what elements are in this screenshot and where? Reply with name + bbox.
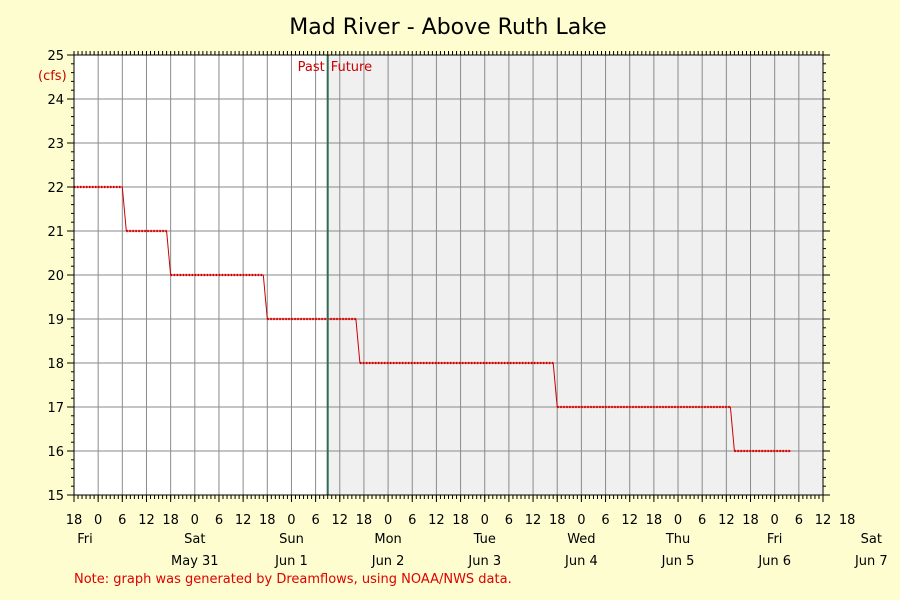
x-hour-label: 12	[235, 513, 252, 528]
day-name-label: Tue	[473, 532, 496, 547]
day-name-label: Thu	[665, 532, 690, 547]
x-hour-label: 0	[481, 513, 489, 528]
x-hour-label: 0	[674, 513, 682, 528]
x-hour-label: 12	[138, 513, 155, 528]
x-hour-label: 0	[577, 513, 585, 528]
y-tick-label: 18	[47, 357, 64, 372]
x-hour-label: 6	[601, 513, 609, 528]
y-tick-label: 19	[47, 313, 64, 328]
x-hour-label: 6	[118, 513, 126, 528]
day-name-label: Fri	[77, 532, 93, 547]
x-hour-label: 18	[259, 513, 276, 528]
x-hour-label: 18	[66, 513, 83, 528]
day-name-label: Fri	[767, 532, 783, 547]
x-hour-label: 6	[215, 513, 223, 528]
x-hour-label: 0	[384, 513, 392, 528]
x-hour-label: 12	[815, 513, 832, 528]
data-source-note: Note: graph was generated by Dreamflows,…	[74, 572, 512, 587]
x-hour-label: 12	[332, 513, 349, 528]
date-label: Jun 6	[757, 554, 791, 569]
x-hour-label: 18	[162, 513, 179, 528]
x-hour-label: 0	[191, 513, 199, 528]
x-hour-label: 12	[428, 513, 445, 528]
y-tick-label: 16	[47, 445, 64, 460]
day-name-label: Sun	[279, 532, 304, 547]
x-hour-label: 18	[549, 513, 566, 528]
y-tick-label: 21	[47, 225, 64, 240]
y-tick-label: 15	[47, 489, 64, 504]
date-label: Jun 7	[854, 554, 888, 569]
x-hour-label: 12	[525, 513, 542, 528]
day-name-label: Mon	[374, 532, 401, 547]
x-hour-label: 6	[698, 513, 706, 528]
date-label: Jun 3	[467, 554, 501, 569]
x-hour-label: 12	[718, 513, 735, 528]
x-hour-label: 6	[311, 513, 319, 528]
x-hour-label: 18	[839, 513, 856, 528]
day-name-label: Sat	[861, 532, 882, 547]
day-name-label: Wed	[567, 532, 595, 547]
y-tick-label: 22	[47, 181, 64, 196]
x-hour-label: 0	[771, 513, 779, 528]
y-tick-label: 17	[47, 401, 64, 416]
y-axis-unit-label: (cfs)	[38, 69, 67, 84]
x-hour-label: 18	[452, 513, 469, 528]
x-hour-label: 0	[94, 513, 102, 528]
x-hour-label: 0	[287, 513, 295, 528]
date-label: Jun 2	[371, 554, 405, 569]
y-tick-label: 20	[47, 269, 64, 284]
future-label: Future	[331, 60, 372, 75]
date-label: Jun 1	[274, 554, 308, 569]
y-tick-label: 24	[47, 93, 64, 108]
x-hour-label: 18	[646, 513, 663, 528]
y-tick-label: 23	[47, 137, 64, 152]
x-hour-label: 12	[621, 513, 638, 528]
date-label: May 31	[171, 554, 219, 569]
day-name-label: Sat	[184, 532, 205, 547]
date-label: Jun 4	[564, 554, 598, 569]
x-hour-label: 18	[356, 513, 373, 528]
x-hour-label: 6	[505, 513, 513, 528]
x-hour-label: 6	[795, 513, 803, 528]
x-hour-label: 18	[742, 513, 759, 528]
date-label: Jun 5	[661, 554, 695, 569]
x-hour-label: 6	[408, 513, 416, 528]
chart-title: Mad River - Above Ruth Lake	[289, 15, 606, 40]
y-tick-label: 25	[47, 49, 64, 64]
past-label: Past	[298, 60, 325, 75]
